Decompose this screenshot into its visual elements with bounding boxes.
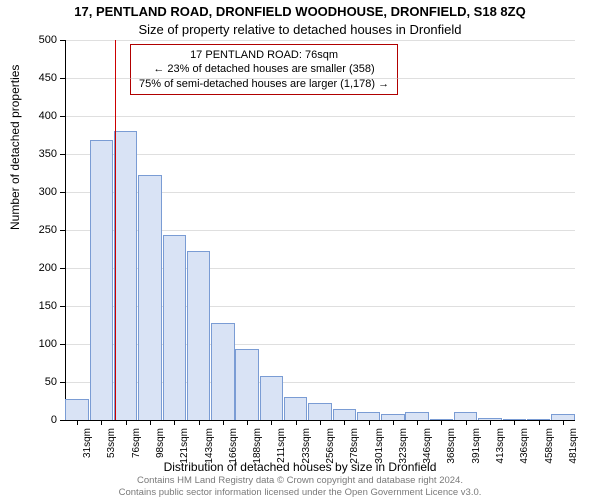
- histogram-bar: [114, 131, 137, 420]
- chart-title-sub: Size of property relative to detached ho…: [0, 22, 600, 37]
- histogram-bar: [405, 412, 428, 420]
- y-tick-mark: [60, 268, 65, 269]
- y-tick-label: 0: [0, 414, 57, 426]
- histogram-bar: [308, 403, 331, 420]
- y-tick-mark: [60, 382, 65, 383]
- x-tick-mark: [77, 420, 78, 425]
- grid-line: [65, 40, 575, 41]
- y-tick-mark: [60, 230, 65, 231]
- x-tick-mark: [514, 420, 515, 425]
- y-tick-label: 150: [0, 300, 57, 312]
- x-tick-mark: [150, 420, 151, 425]
- x-tick-mark: [441, 420, 442, 425]
- histogram-bar: [333, 409, 356, 420]
- y-tick-label: 200: [0, 262, 57, 274]
- histogram-bar: [163, 235, 186, 420]
- y-tick-label: 400: [0, 110, 57, 122]
- y-tick-label: 100: [0, 338, 57, 350]
- y-tick-mark: [60, 40, 65, 41]
- grid-line: [65, 154, 575, 155]
- y-tick-label: 250: [0, 224, 57, 236]
- x-tick-mark: [539, 420, 540, 425]
- y-tick-label: 50: [0, 376, 57, 388]
- y-tick-mark: [60, 78, 65, 79]
- x-tick-mark: [344, 420, 345, 425]
- histogram-bar: [357, 412, 380, 420]
- y-tick-mark: [60, 344, 65, 345]
- grid-line: [65, 78, 575, 79]
- x-tick-mark: [247, 420, 248, 425]
- y-tick-label: 300: [0, 186, 57, 198]
- marker-line: [115, 40, 117, 420]
- x-tick-mark: [466, 420, 467, 425]
- histogram-bar: [65, 399, 88, 420]
- x-tick-mark: [101, 420, 102, 425]
- y-tick-label: 450: [0, 72, 57, 84]
- footer: Contains HM Land Registry data © Crown c…: [0, 475, 600, 498]
- histogram-bar: [211, 323, 234, 420]
- chart-title-main: 17, PENTLAND ROAD, DRONFIELD WOODHOUSE, …: [0, 4, 600, 19]
- y-axis-line: [65, 40, 66, 420]
- x-tick-mark: [563, 420, 564, 425]
- x-tick-mark: [174, 420, 175, 425]
- y-tick-label: 500: [0, 34, 57, 46]
- histogram-bar: [90, 140, 113, 420]
- x-tick-mark: [126, 420, 127, 425]
- histogram-bar: [138, 175, 161, 420]
- x-axis-label: Distribution of detached houses by size …: [0, 460, 600, 474]
- y-tick-mark: [60, 420, 65, 421]
- x-tick-mark: [271, 420, 272, 425]
- y-tick-mark: [60, 192, 65, 193]
- y-tick-mark: [60, 154, 65, 155]
- plot-area: [65, 40, 575, 420]
- histogram-bar: [187, 251, 210, 420]
- x-tick-mark: [320, 420, 321, 425]
- x-tick-mark: [417, 420, 418, 425]
- histogram-bar: [284, 397, 307, 420]
- y-tick-mark: [60, 306, 65, 307]
- histogram-bar: [454, 412, 477, 420]
- x-tick-mark: [490, 420, 491, 425]
- histogram-bar: [260, 376, 283, 420]
- x-tick-mark: [296, 420, 297, 425]
- histogram-bar: [235, 349, 258, 420]
- x-tick-mark: [393, 420, 394, 425]
- grid-line: [65, 116, 575, 117]
- y-tick-label: 350: [0, 148, 57, 160]
- x-tick-mark: [369, 420, 370, 425]
- x-tick-mark: [199, 420, 200, 425]
- x-tick-mark: [223, 420, 224, 425]
- footer-line-2: Contains public sector information licen…: [0, 487, 600, 498]
- y-tick-mark: [60, 116, 65, 117]
- footer-line-1: Contains HM Land Registry data © Crown c…: [0, 475, 600, 486]
